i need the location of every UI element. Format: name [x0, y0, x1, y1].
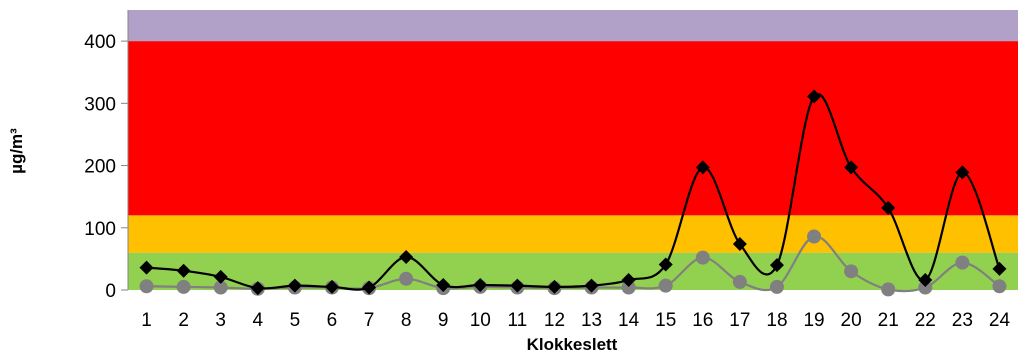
data-point — [918, 273, 933, 288]
data-point — [695, 160, 710, 175]
data-point — [510, 278, 525, 293]
data-point — [362, 280, 377, 295]
data-point — [769, 258, 784, 273]
data-point — [473, 278, 488, 293]
data-point — [547, 279, 562, 294]
data-point — [955, 255, 970, 270]
data-point — [992, 279, 1007, 294]
y-axis-title: µg/m³ — [7, 128, 26, 174]
x-tick-label: 8 — [401, 310, 412, 331]
data-point — [881, 282, 896, 297]
data-point — [955, 165, 970, 180]
x-tick-label: 16 — [692, 310, 713, 331]
band-2 — [128, 41, 1018, 216]
data-point — [732, 236, 747, 251]
series-0 — [139, 89, 1007, 296]
x-tick-label: 10 — [470, 310, 491, 331]
x-axis-title: Klokkeslett — [527, 335, 618, 354]
data-point — [881, 200, 896, 215]
x-tick-label: 7 — [364, 310, 375, 331]
data-point — [139, 279, 154, 294]
data-point — [436, 278, 451, 293]
data-point — [732, 274, 747, 289]
data-point — [584, 278, 599, 293]
y-tick-label: 0 — [105, 281, 116, 302]
data-point — [807, 229, 822, 244]
band-3 — [128, 10, 1018, 42]
data-point — [621, 273, 636, 288]
data-point — [399, 271, 414, 286]
data-point — [658, 278, 673, 293]
data-point — [807, 89, 822, 104]
x-tick-label: 21 — [878, 310, 899, 331]
x-tick-label: 18 — [766, 310, 787, 331]
series-1 — [139, 229, 1007, 297]
x-tick-label: 22 — [915, 310, 936, 331]
x-tick-label: 14 — [618, 310, 640, 331]
x-tick-label: 1 — [141, 310, 152, 331]
x-tick-label: 19 — [803, 310, 824, 331]
data-point — [695, 250, 710, 265]
series-layer — [139, 89, 1007, 297]
chart-title-fragment: 10 — [318, 0, 337, 1]
data-point — [621, 280, 636, 295]
band-1 — [128, 215, 1018, 253]
data-point — [844, 160, 859, 175]
data-point — [250, 281, 265, 296]
x-tick-label: 3 — [215, 310, 226, 331]
data-point — [918, 280, 933, 295]
x-tick-label: 4 — [253, 310, 264, 331]
y-tick-label: 100 — [84, 219, 116, 240]
data-point — [769, 279, 784, 294]
x-tick-label: 11 — [508, 310, 528, 331]
data-point — [176, 279, 191, 294]
data-point — [658, 257, 673, 272]
x-tick-labels: 1 2 3 4 5 6 7 8 9 10 11 12 13 14 15 16 17 18 19 20 21 22 23 24 — [141, 310, 1010, 331]
y-tick-label: 200 — [84, 157, 116, 178]
y-tick-labels: 0 100 200 300 400 — [84, 32, 116, 302]
data-point — [176, 263, 191, 278]
x-tick-label: 23 — [952, 310, 973, 331]
data-point — [213, 280, 228, 295]
data-point — [324, 279, 339, 294]
x-tick-label: 15 — [655, 310, 676, 331]
y-tick-label: 300 — [84, 94, 116, 115]
x-tick-label: 12 — [544, 310, 565, 331]
x-tick-label: 13 — [581, 310, 602, 331]
x-tick-label: 20 — [841, 310, 862, 331]
x-tick-label: 9 — [438, 310, 449, 331]
data-point — [139, 260, 154, 275]
data-point — [992, 261, 1007, 276]
x-tick-label: 5 — [290, 310, 301, 331]
x-tick-label: 17 — [729, 310, 750, 331]
data-point — [213, 269, 228, 284]
x-tick-label: 6 — [327, 310, 338, 331]
data-point — [287, 278, 302, 293]
x-tick-label: 2 — [178, 310, 189, 331]
x-tick-label: 24 — [989, 310, 1011, 331]
data-point — [844, 264, 859, 279]
band-layer — [128, 10, 1018, 290]
data-point — [399, 250, 414, 265]
y-tick-label: 400 — [84, 32, 116, 53]
axes-layer — [121, 10, 129, 291]
